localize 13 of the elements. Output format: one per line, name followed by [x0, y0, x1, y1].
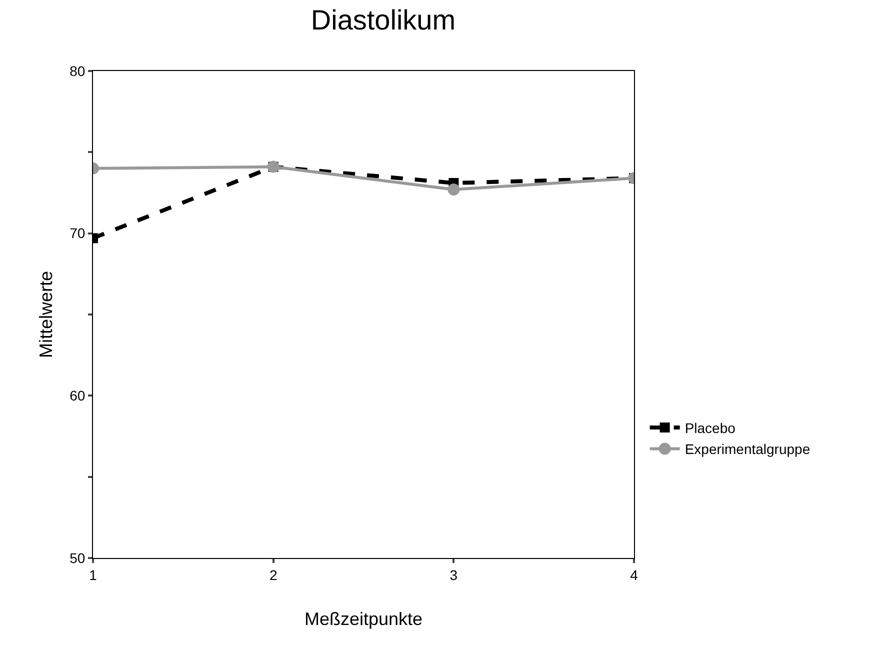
x-tick-label: 1: [89, 566, 98, 583]
x-tick-label: 3: [450, 566, 458, 583]
x-tick-label: 4: [630, 566, 638, 583]
y-tick-label: 50: [70, 550, 86, 566]
x-tick-label: 2: [269, 566, 278, 583]
x-axis-title: Meßzeitpunkte: [304, 608, 423, 629]
legend-label: Placebo: [684, 420, 736, 436]
y-tick-label: 80: [70, 62, 86, 79]
y-axis-title: Mittelwerte: [36, 270, 56, 358]
legend-label: Experimentalgruppe: [684, 441, 810, 458]
y-tick-label: 70: [70, 225, 86, 242]
y-tick-label: 60: [70, 388, 86, 404]
chart-title: Diastolikum: [310, 4, 456, 36]
